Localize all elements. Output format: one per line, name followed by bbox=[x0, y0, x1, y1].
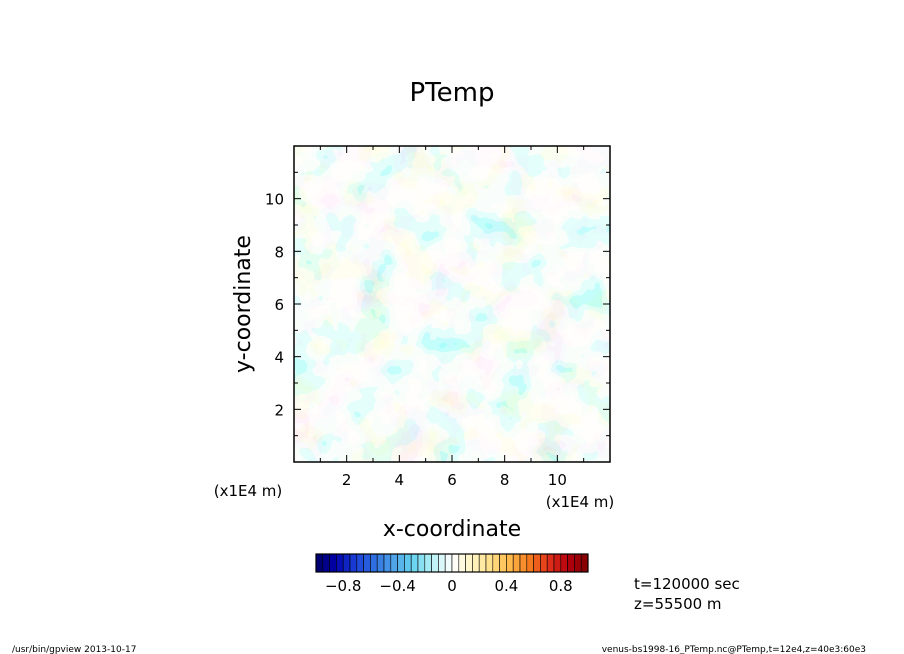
x-tick-label: 6 bbox=[447, 471, 457, 489]
colorbar-swatch bbox=[417, 553, 426, 573]
colorbar-swatch bbox=[315, 553, 324, 573]
colorbar-swatch bbox=[553, 553, 562, 573]
colorbar-swatch bbox=[485, 553, 494, 573]
y-tick-label: 6 bbox=[274, 296, 284, 314]
colorbar-tick-label: −0.4 bbox=[379, 577, 415, 595]
colorbar-swatch bbox=[465, 553, 473, 573]
chart-title: PTemp bbox=[410, 78, 495, 108]
height-label: z=55500 m bbox=[634, 595, 722, 613]
colorbar-swatch bbox=[512, 553, 521, 573]
colorbar-swatch bbox=[397, 553, 405, 573]
colorbar-swatch bbox=[519, 553, 528, 573]
colorbar-swatch bbox=[322, 553, 330, 573]
colorbar-swatch bbox=[424, 553, 432, 573]
colorbar-swatch bbox=[567, 553, 575, 573]
colorbar-swatch bbox=[410, 553, 419, 573]
colorbar-swatch bbox=[329, 553, 337, 573]
colorbar-swatch bbox=[492, 553, 500, 573]
colorbar-swatch bbox=[356, 553, 364, 573]
colorbar-swatch bbox=[349, 553, 358, 573]
colorbar-swatch bbox=[546, 553, 555, 573]
y-scale-label: (x1E4 m) bbox=[214, 482, 283, 500]
colorbar-swatch bbox=[370, 553, 378, 573]
colorbar-tick-label: 0 bbox=[447, 577, 457, 595]
colorbar-swatch bbox=[580, 553, 589, 573]
x-tick-label: 8 bbox=[500, 471, 510, 489]
x-tick-label: 10 bbox=[548, 471, 567, 489]
colorbar-swatch bbox=[451, 553, 460, 573]
footer-left: /usr/bin/gpview 2013-10-17 bbox=[12, 645, 136, 654]
colorbar-ticks: −0.8 −0.4 0 0.4 0.8 bbox=[325, 577, 573, 595]
x-scale-label: (x1E4 m) bbox=[546, 493, 615, 511]
x-tick-label: 4 bbox=[395, 471, 405, 489]
footer-right: venus-bs1998-16_PTemp.nc@PTemp,t=12e4,z=… bbox=[602, 645, 866, 654]
heatmap-field bbox=[294, 146, 610, 462]
colorbar-swatch bbox=[444, 553, 453, 573]
y-tick-label: 10 bbox=[265, 191, 284, 209]
y-axis-ticks: 2 4 6 8 10 bbox=[265, 171, 610, 437]
colorbar-swatch bbox=[458, 553, 466, 573]
colorbar-swatch bbox=[540, 553, 548, 573]
colorbar-swatch bbox=[560, 553, 568, 573]
colorbar-swatch bbox=[363, 553, 371, 573]
colorbar-swatch bbox=[376, 553, 385, 573]
colorbar-swatch bbox=[574, 553, 582, 573]
colorbar bbox=[315, 553, 589, 573]
colorbar-swatch bbox=[472, 553, 480, 573]
colorbar-swatch bbox=[336, 553, 344, 573]
y-tick-label: 4 bbox=[274, 349, 284, 367]
colorbar-frame bbox=[315, 553, 589, 573]
colorbar-swatch bbox=[431, 553, 439, 573]
x-axis-label: x-coordinate bbox=[383, 517, 521, 542]
colorbar-tick-label: 0.4 bbox=[494, 577, 518, 595]
plot-area bbox=[293, 145, 611, 463]
colorbar-swatch bbox=[383, 553, 392, 573]
colorbar-swatch bbox=[390, 553, 398, 573]
y-tick-label: 2 bbox=[274, 401, 284, 419]
colorbar-swatch bbox=[438, 553, 446, 573]
colorbar-swatch bbox=[404, 553, 412, 573]
x-axis-ticks: 2 4 6 8 10 bbox=[319, 146, 585, 489]
colorbar-swatch bbox=[506, 553, 514, 573]
colorbar-swatch bbox=[526, 553, 534, 573]
time-label: t=120000 sec bbox=[634, 575, 740, 593]
colorbar-tick-label: −0.8 bbox=[325, 577, 361, 595]
colorbar-tick-label: 0.8 bbox=[549, 577, 573, 595]
x-tick-label: 2 bbox=[342, 471, 352, 489]
y-axis-label: y-coordinate bbox=[231, 235, 256, 373]
colorbar-swatch bbox=[478, 553, 487, 573]
colorbar-swatch bbox=[499, 553, 507, 573]
y-tick-label: 8 bbox=[274, 243, 284, 261]
colorbar-swatch bbox=[342, 553, 351, 573]
colorbar-swatch bbox=[533, 553, 541, 573]
